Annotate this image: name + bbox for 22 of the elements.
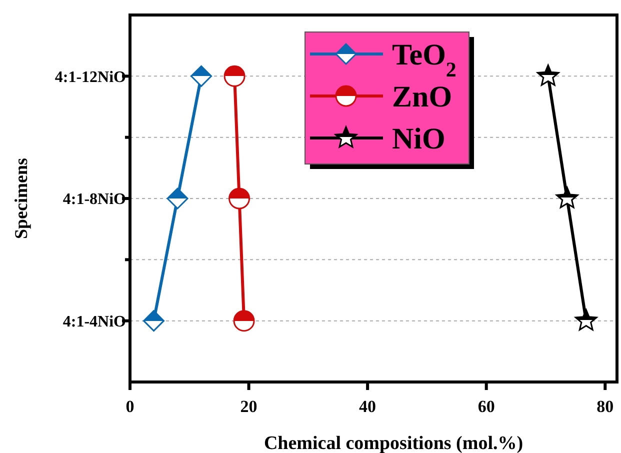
x-tick-label: 80	[596, 397, 614, 416]
point	[556, 186, 578, 208]
x-axis-title: Chemical compositions (mol.%)	[264, 433, 524, 453]
point	[143, 310, 165, 332]
x-tick-label: 0	[126, 397, 134, 416]
point	[574, 309, 598, 330]
point	[190, 65, 212, 87]
x-tick-label: 40	[359, 397, 376, 416]
y-tick-label: 4:1-4NiO	[62, 313, 126, 330]
x-tick-label: 60	[478, 397, 495, 416]
x-tick-label: 20	[240, 397, 258, 416]
point	[536, 64, 560, 86]
legend-label: TeO$_{2}$	[392, 38, 456, 82]
point	[233, 310, 255, 332]
point	[224, 65, 246, 87]
y-axis-title: Specimens	[11, 158, 31, 239]
legend-label: ZnO	[392, 80, 452, 114]
point	[166, 188, 188, 210]
y-tick-label: 4:1-12NiO	[54, 68, 126, 86]
y-tick-label: 4:1-8NiO	[62, 191, 126, 208]
legend-label: NiO	[392, 122, 446, 156]
point	[228, 188, 250, 210]
